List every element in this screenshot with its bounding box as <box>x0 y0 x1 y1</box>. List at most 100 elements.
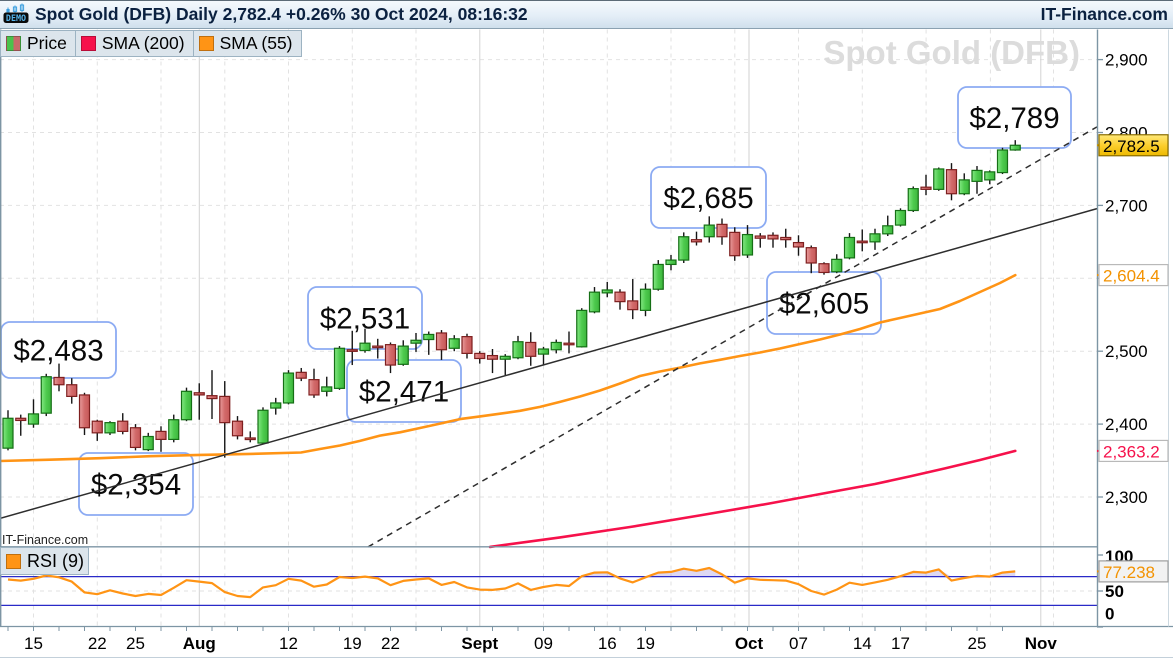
candle-body-up <box>843 236 856 259</box>
candle-body-up <box>869 233 881 243</box>
rsi-swatch-icon <box>6 553 21 569</box>
candle-body-down <box>308 379 320 396</box>
candle-body-down <box>346 349 358 352</box>
candle-body-up <box>333 347 346 389</box>
date-axis-label: 07 <box>789 634 808 653</box>
date-axis-label: 19 <box>636 634 655 653</box>
candle-body-up <box>1009 144 1021 151</box>
candle-body-down <box>805 247 817 264</box>
price-callout-text: $2,685 <box>663 182 753 215</box>
candle-body-up <box>27 413 40 425</box>
candle-body-up <box>984 171 996 181</box>
candle-body-down <box>614 291 626 303</box>
candle-body-down <box>525 341 537 357</box>
candle-body-up <box>397 345 409 365</box>
candle-body-down <box>219 395 231 424</box>
candle-body-down <box>920 186 932 190</box>
date-axis-label: 14 <box>853 634 872 653</box>
candle-body-down <box>129 427 142 449</box>
candle-body-down <box>117 420 129 432</box>
candle-body-up <box>550 341 562 351</box>
date-axis-label: 12 <box>279 634 298 653</box>
candle-body-down <box>231 420 244 437</box>
date-axis-label: 16 <box>598 634 617 653</box>
candle-body-up <box>257 409 269 444</box>
rsi-legend-label: RSI (9) <box>27 550 85 571</box>
sma55-value-tag-text: 2,604.4 <box>1103 267 1160 286</box>
candle-body-down <box>435 332 448 351</box>
candle-body-up <box>512 341 524 359</box>
price-axis-label: 2,700 <box>1105 196 1148 215</box>
rsi-panel-layer <box>0 566 1097 607</box>
candle-body-up <box>588 291 601 313</box>
last-price-tag-text: 2,782.5 <box>1103 137 1160 156</box>
candle-body-down <box>91 420 103 434</box>
date-axis-label: 17 <box>891 634 910 653</box>
candle-body-down <box>78 394 91 429</box>
date-axis-label: 25 <box>968 634 987 653</box>
price-callout-text: $2,354 <box>91 469 181 502</box>
date-axis-label: 22 <box>88 634 107 653</box>
date-axis-label: 22 <box>381 634 400 653</box>
date-axis-label: 09 <box>534 634 553 653</box>
candle-body-down <box>754 235 766 239</box>
candle-body-down <box>474 352 486 360</box>
candle-body-up <box>142 435 154 451</box>
watermark-layer: Spot Gold (DFB) <box>823 34 1080 71</box>
candle-body-up <box>678 236 690 261</box>
candle-body-up <box>741 233 754 256</box>
candle-body-down <box>206 395 218 400</box>
candle-body-up <box>601 289 613 294</box>
legend-item-price[interactable]: Price <box>0 30 76 57</box>
chart-footnote: IT-Finance.com <box>2 533 89 547</box>
candle-body-up <box>971 169 983 182</box>
candle-body-down <box>372 345 384 349</box>
candle-body-down <box>690 239 703 243</box>
candle-body-down <box>780 236 792 241</box>
legend-price-label: Price <box>27 33 67 53</box>
candle-body-up <box>180 390 193 421</box>
date-axis-label: 25 <box>126 634 145 653</box>
candle-body-down <box>66 384 78 397</box>
candle-body-down <box>461 336 473 354</box>
candle-body-down <box>729 231 741 257</box>
brand-link[interactable]: IT-Finance.com <box>1040 4 1168 24</box>
demo-logo-label: DEMO <box>6 13 26 23</box>
candle-body-up <box>576 309 588 348</box>
sma55-line <box>0 273 1017 463</box>
watermark-text: Spot Gold (DFB) <box>823 34 1080 71</box>
candle-body-up <box>882 225 894 235</box>
candle-body-up <box>933 168 945 190</box>
candle-body-up <box>270 402 282 409</box>
candle-body-down <box>818 263 830 274</box>
date-axis-label: Sept <box>461 634 498 653</box>
price-callouts-layer: $2,483$2,354$2,531$2,471$2,685$2,605$2,7… <box>0 86 1072 516</box>
candle-body-up <box>448 338 460 349</box>
candle-body-down <box>856 240 868 244</box>
legend-item-sma55[interactable]: SMA (55) <box>193 30 302 57</box>
rsi-panel-legend[interactable]: RSI (9) <box>0 547 89 575</box>
candle-body-down <box>716 223 728 238</box>
legend-sma200-label: SMA (200) <box>101 33 185 53</box>
legend-item-sma200[interactable]: SMA (200) <box>75 30 194 57</box>
candle-body-up <box>958 179 970 195</box>
sma200-value-tag-text: 2,363.2 <box>1103 442 1160 461</box>
candle-body-down <box>193 392 205 396</box>
rsi-axis-label: 0 <box>1105 605 1114 624</box>
candle-body-up <box>703 224 715 238</box>
candle-body-up <box>639 288 652 311</box>
sma55-value-tag-box <box>1098 263 1169 287</box>
demo-logo-icon: DEMO <box>3 3 29 23</box>
candle-body-down <box>53 376 65 386</box>
solid-trendline <box>0 207 1098 520</box>
candle-body-up <box>996 149 1009 174</box>
candle-body-down <box>767 234 779 240</box>
date-axis-label: 19 <box>343 634 362 653</box>
candle-body-up <box>537 348 550 355</box>
candle-body-up <box>2 417 14 449</box>
price-callout-text: $2,789 <box>969 102 1059 135</box>
sma55-swatch-icon <box>198 36 214 51</box>
